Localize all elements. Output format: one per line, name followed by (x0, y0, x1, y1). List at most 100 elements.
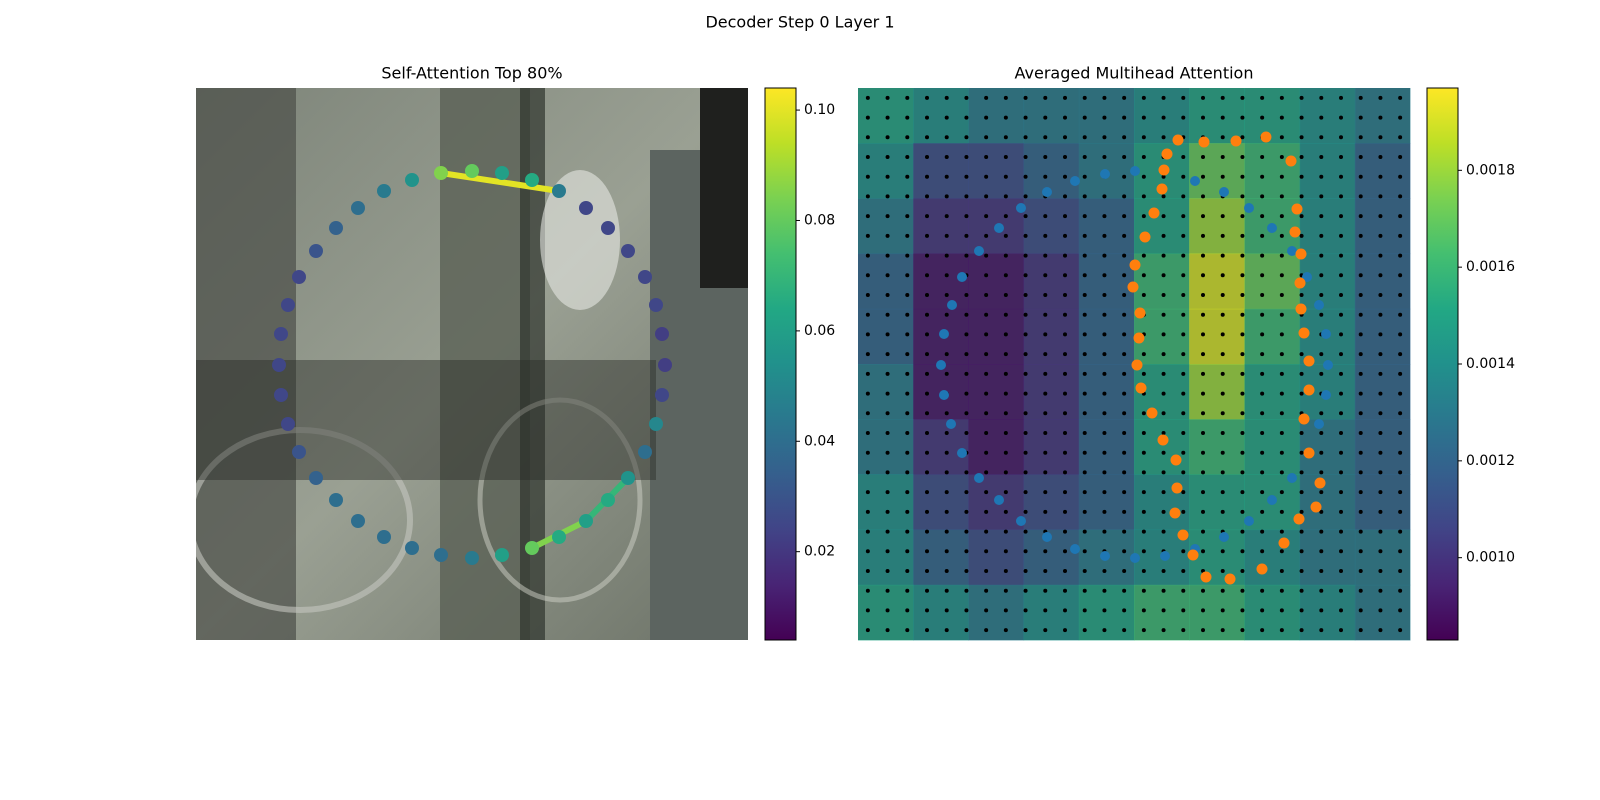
sampling-point (1070, 176, 1080, 186)
reference-point (984, 352, 989, 357)
reference-point (885, 391, 890, 396)
reference-point (984, 490, 989, 495)
reference-point (1240, 174, 1245, 179)
reference-point (1339, 194, 1343, 199)
reference-point (984, 411, 989, 416)
reference-point (1398, 135, 1403, 140)
reference-point (1082, 490, 1087, 495)
sampling-point (957, 272, 967, 282)
reference-point (1122, 332, 1127, 337)
colorbar (1426, 87, 1459, 641)
heatmap-cell (1134, 88, 1190, 144)
reference-point (1082, 273, 1087, 278)
reference-point (1260, 155, 1265, 159)
reference-point (964, 411, 969, 416)
reference-point (964, 391, 969, 396)
colorbar-tick-label: 0.0012 (1466, 453, 1515, 469)
reference-point (1358, 115, 1363, 120)
reference-point (1122, 194, 1127, 199)
reference-point (1023, 450, 1028, 455)
reference-point (885, 470, 890, 475)
heatmap-cell (1354, 253, 1411, 310)
heatmap-cell (1354, 88, 1411, 144)
sampling-point (1016, 203, 1026, 213)
reference-point (1003, 509, 1008, 514)
reference-point (1102, 194, 1107, 199)
reference-point (1043, 450, 1048, 455)
reference-point (1299, 155, 1304, 159)
reference-point (1181, 332, 1186, 337)
reference-point (1378, 214, 1383, 219)
attention-point (525, 541, 539, 555)
reference-point (905, 253, 910, 258)
reference-point (905, 608, 910, 613)
sampling-point (1256, 563, 1268, 575)
reference-point (964, 588, 969, 593)
heatmap-cell (1134, 253, 1190, 310)
sampling-point (994, 223, 1004, 233)
reference-point (1003, 115, 1008, 120)
heatmap-cell (1354, 529, 1411, 586)
reference-point (1003, 214, 1008, 219)
reference-point (1220, 490, 1225, 495)
reference-point (1003, 529, 1008, 534)
reference-point (1102, 608, 1107, 613)
reference-point (1358, 490, 1363, 495)
reference-point (885, 293, 890, 297)
sampling-point (1190, 176, 1200, 186)
reference-point (1063, 194, 1067, 199)
reference-point (1023, 95, 1028, 100)
reference-point (1319, 312, 1324, 317)
reference-point (885, 273, 890, 278)
reference-point (1043, 431, 1048, 435)
reference-point (1063, 608, 1067, 613)
reference-point (1201, 233, 1205, 238)
reference-point (1240, 588, 1245, 593)
reference-point (1378, 391, 1383, 396)
reference-point (905, 490, 910, 495)
reference-point (865, 135, 870, 140)
reference-point (905, 174, 910, 179)
reference-point (944, 233, 949, 238)
reference-point (1240, 509, 1245, 514)
reference-point (964, 352, 969, 357)
reference-point (1201, 293, 1205, 297)
reference-point (1082, 352, 1087, 357)
reference-point (1003, 135, 1008, 140)
heatmap-cell (1299, 584, 1356, 641)
reference-point (1398, 569, 1403, 573)
reference-point (1339, 233, 1343, 238)
reference-point (1082, 135, 1087, 140)
sampling-point (1291, 203, 1303, 215)
reference-point (925, 135, 929, 140)
heatmap-cell (1078, 364, 1135, 420)
reference-point (1299, 95, 1304, 100)
heatmap-cell (913, 198, 969, 255)
reference-point (944, 588, 949, 593)
reference-point (944, 293, 949, 297)
reference-point (1023, 431, 1028, 435)
reference-point (1339, 293, 1343, 297)
reference-point (885, 588, 890, 593)
sampling-point (974, 473, 984, 483)
reference-point (1003, 411, 1008, 416)
reference-point (1378, 155, 1383, 159)
reference-point (1201, 155, 1205, 159)
reference-point (1122, 293, 1127, 297)
reference-point (1082, 549, 1087, 554)
reference-point (1181, 293, 1186, 297)
reference-point (1181, 608, 1186, 613)
reference-point (944, 490, 949, 495)
reference-point (1240, 628, 1245, 633)
reference-point (1063, 233, 1067, 238)
reference-point (944, 431, 949, 435)
reference-point (1398, 174, 1403, 179)
heatmap-cell (1078, 474, 1135, 531)
reference-point (984, 391, 989, 396)
reference-point (1240, 194, 1245, 199)
reference-point (1161, 371, 1166, 376)
reference-point (1141, 155, 1146, 159)
reference-point (925, 450, 929, 455)
sampling-point (1219, 187, 1229, 197)
reference-point (1378, 431, 1383, 435)
